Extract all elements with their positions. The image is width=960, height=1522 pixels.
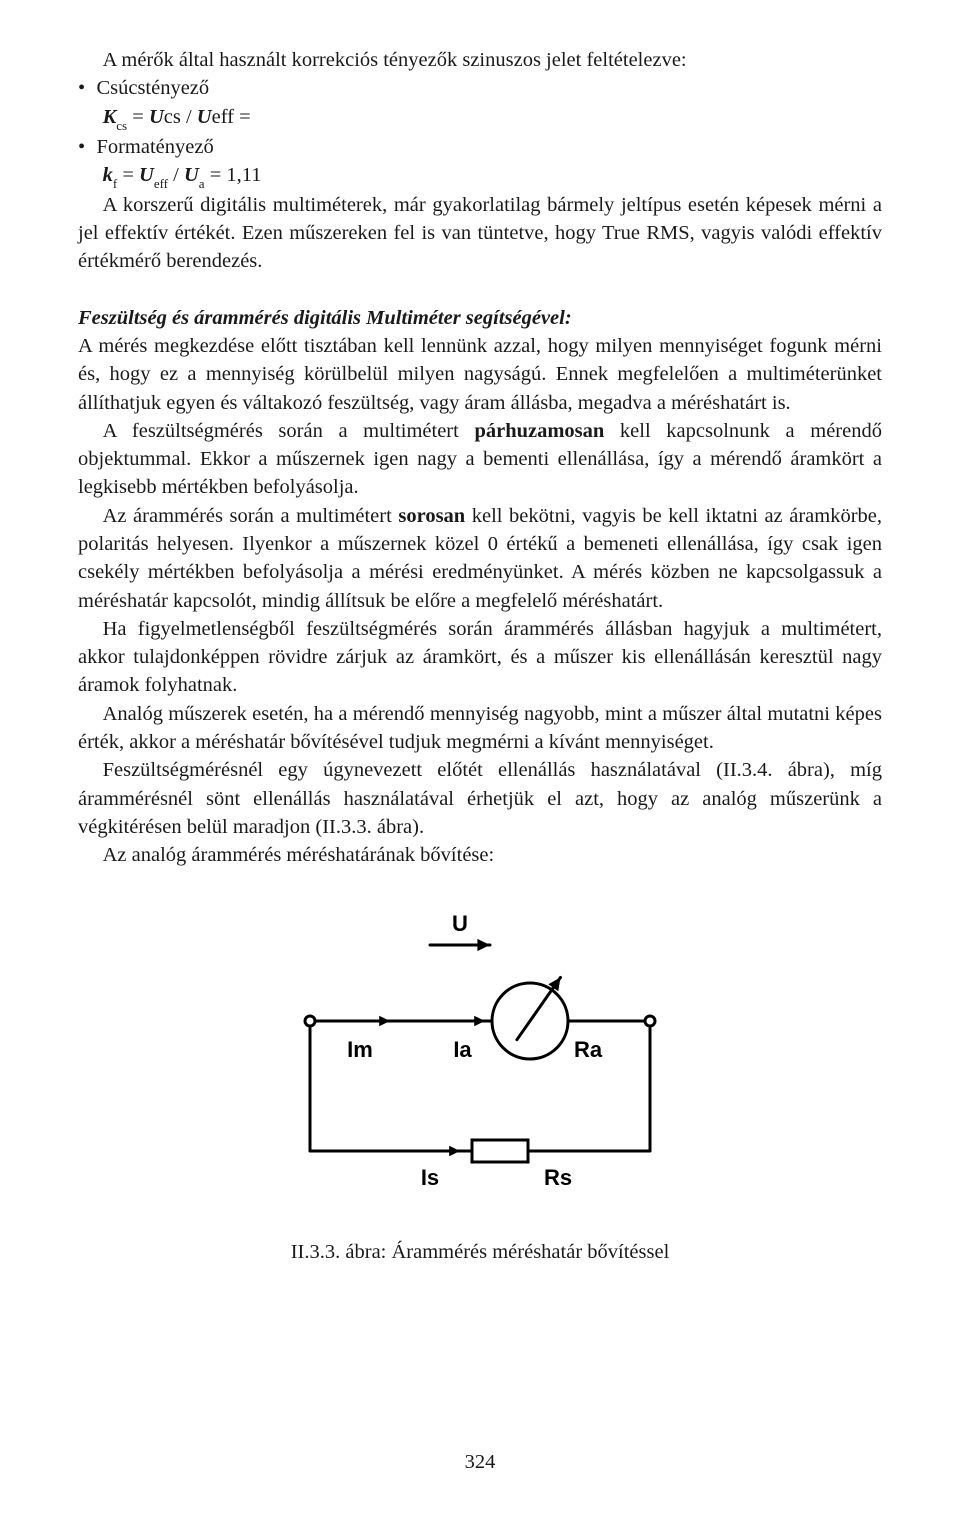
item-label: Formatényező	[96, 136, 213, 158]
formula-sub: eff	[154, 176, 168, 191]
formula-text: = 1,11	[205, 164, 262, 186]
bold-run: sorosan	[398, 505, 465, 527]
formula-line-1: Kcs = Ucs / Ueff =	[78, 103, 882, 133]
bullet-dot: •	[78, 133, 96, 161]
svg-text:U: U	[452, 911, 468, 936]
factor-list: •Csúcstényező	[78, 74, 882, 102]
formula-text: /	[168, 164, 184, 186]
formula-var: k	[103, 164, 113, 186]
factor-list: •Formatényező	[78, 133, 882, 161]
svg-text:Rs: Rs	[544, 1165, 572, 1190]
svg-text:Is: Is	[421, 1165, 439, 1190]
svg-text:Ra: Ra	[574, 1037, 603, 1062]
body-paragraph: A korszerű digitális multiméterek, már g…	[78, 191, 882, 276]
circuit-diagram: U Im Ia Ra Is Rs	[260, 891, 700, 1211]
formula-sub: f	[113, 176, 117, 191]
list-item: •Csúcstényező	[78, 74, 882, 102]
formula-text: =	[117, 164, 139, 186]
svg-text:Ia: Ia	[453, 1037, 472, 1062]
body-paragraph: Az analóg árammérés méréshatárának bővít…	[78, 841, 882, 869]
formula-text: cs /	[164, 106, 197, 128]
formula-sub: cs	[116, 118, 127, 133]
body-paragraph: Az árammérés során a multimétert sorosan…	[78, 502, 882, 615]
figure-caption: II.3.3. ábra: Árammérés méréshatár bővít…	[78, 1238, 882, 1266]
bullet-dot: •	[78, 74, 96, 102]
formula-text: eff =	[212, 106, 251, 128]
body-paragraph: Ha figyelmetlenségből feszültségmérés so…	[78, 615, 882, 700]
item-label: Csúcstényező	[96, 77, 209, 99]
formula-var: U	[139, 164, 154, 186]
body-paragraph: A feszültségmérés során a multimétert pá…	[78, 417, 882, 502]
formula-var: U	[197, 106, 212, 128]
page-number: 324	[0, 1451, 960, 1474]
section-heading: Feszültség és árammérés digitális Multim…	[78, 304, 882, 332]
formula-var: U	[184, 164, 199, 186]
formula-sub: a	[199, 176, 205, 191]
formula-text: =	[127, 106, 149, 128]
body-paragraph: Analóg műszerek esetén, ha a mérendő men…	[78, 700, 882, 757]
formula-line-2: kf = Ueff / Ua = 1,11	[78, 161, 882, 191]
figure-container: U Im Ia Ra Is Rs II.3.3. ábra: Árammérés méré…	[78, 891, 882, 1266]
body-paragraph: A mérés megkezdése előtt tisztában kell …	[78, 332, 882, 417]
text-run: A feszültségmérés során a multimétert	[103, 420, 475, 442]
formula-var: K	[103, 106, 117, 128]
text-run: Az árammérés során a multimétert	[103, 505, 399, 527]
document-page: A mérők által használt korrekciós tényez…	[0, 0, 960, 1522]
intro-line: A mérők által használt korrekciós tényez…	[78, 46, 882, 74]
formula-var: U	[149, 106, 164, 128]
list-item: •Formatényező	[78, 133, 882, 161]
svg-text:Im: Im	[347, 1037, 373, 1062]
body-paragraph: Feszültségmérésnél egy úgynevezett előté…	[78, 756, 882, 841]
bold-run: párhuzamosan	[474, 420, 604, 442]
